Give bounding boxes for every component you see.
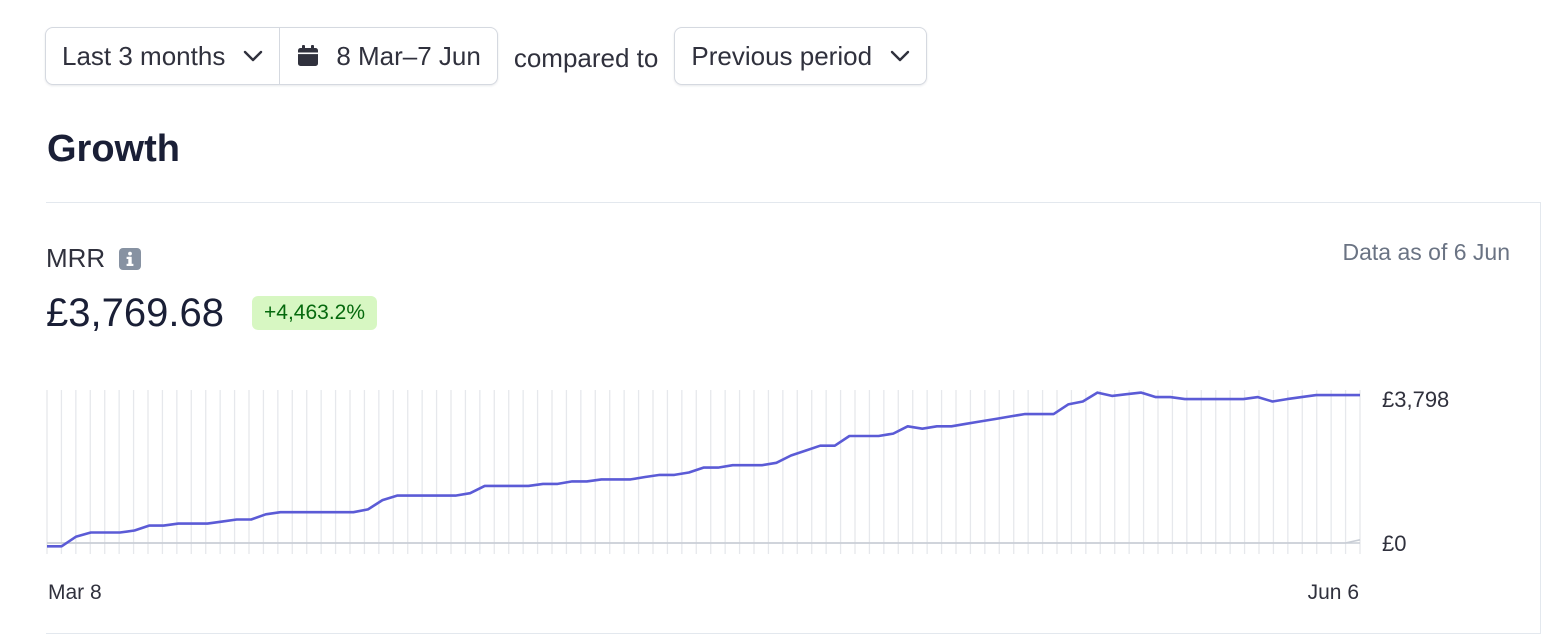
filter-bar: Last 3 months 8 Mar–7 Jun compared to Pr… — [45, 27, 928, 85]
range-preset-dropdown[interactable]: Last 3 months — [46, 28, 279, 84]
range-preset-label: Last 3 months — [62, 40, 226, 71]
y-max-label: £3,798 — [1382, 387, 1449, 412]
mrr-card[interactable]: MRR Data as of 6 Jun £3,769.68 +4,463.2%… — [46, 202, 1541, 634]
current-period-line — [47, 391, 1360, 548]
x-start-label: Mar 8 — [48, 581, 102, 604]
calendar-icon — [298, 45, 319, 66]
chart-grid — [46, 390, 1361, 554]
compare-group: Previous period — [674, 27, 928, 85]
compare-period-label: Previous period — [691, 40, 873, 71]
date-range-group: Last 3 months 8 Mar–7 Jun — [45, 27, 498, 85]
y-min-label: £0 — [1382, 531, 1406, 556]
x-end-label: Jun 6 — [1308, 581, 1359, 604]
metric-name-label: MRR — [46, 243, 106, 273]
date-range-label: 8 Mar–7 Jun — [336, 40, 481, 71]
info-icon[interactable] — [119, 247, 142, 270]
chevron-down-icon — [890, 50, 910, 62]
compare-period-dropdown[interactable]: Previous period — [675, 28, 926, 84]
section-title: Growth — [47, 128, 180, 170]
data-as-of-text: Data as of 6 Jun — [1342, 239, 1511, 265]
compared-to-text: compared to — [513, 42, 659, 73]
metric-title: MRR — [46, 243, 142, 274]
change-badge: +4,463.2% — [252, 296, 378, 330]
previous-period-line — [47, 539, 1361, 544]
metric-value: £3,769.68 — [46, 291, 224, 335]
chevron-down-icon — [244, 50, 263, 62]
mrr-line-chart[interactable]: £3,798 £0 Mar 8 Jun 6 — [46, 203, 1541, 635]
date-range-picker[interactable]: 8 Mar–7 Jun — [279, 28, 497, 84]
